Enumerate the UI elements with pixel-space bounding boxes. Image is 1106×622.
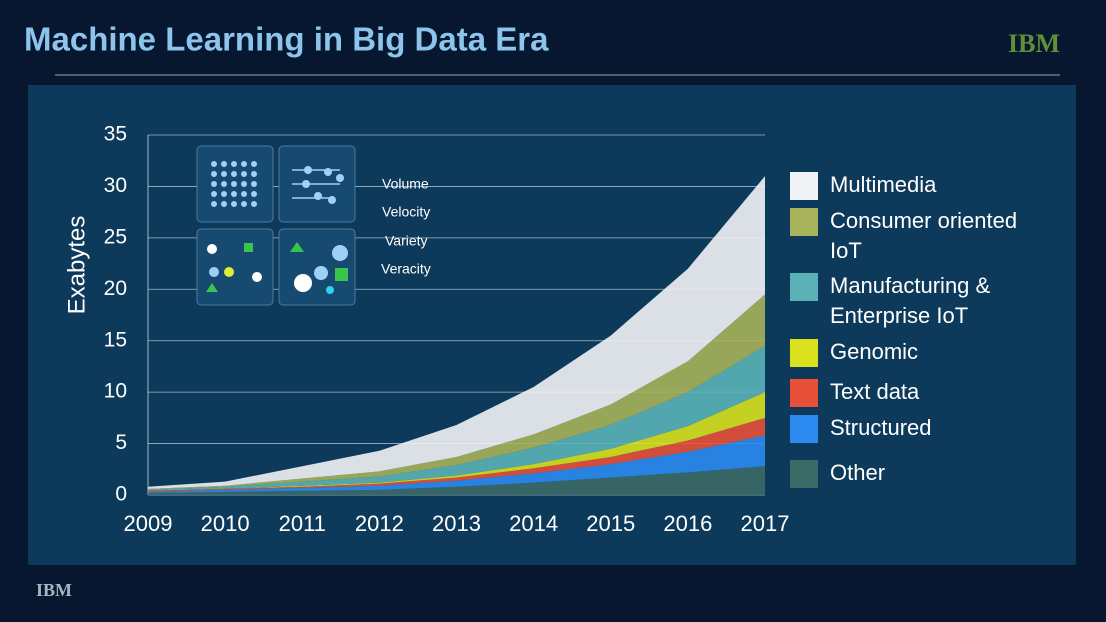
legend-label: Multimedia — [830, 172, 937, 197]
icon-dot — [231, 171, 237, 177]
icon-dot — [251, 171, 257, 177]
x-tick-label: 2014 — [509, 511, 558, 536]
slide-title: Machine Learning in Big Data Era — [24, 21, 549, 58]
y-tick-label: 30 — [104, 174, 127, 197]
icons — [196, 145, 356, 306]
x-tick-label: 2013 — [432, 511, 481, 536]
icon-lines — [292, 169, 340, 199]
y-tick-label: 35 — [104, 123, 127, 146]
y-axis-label: Exabytes — [63, 216, 90, 315]
legend-swatch — [790, 339, 818, 367]
y-tick-label: 10 — [104, 380, 127, 403]
icon-dot — [231, 181, 237, 187]
icon-label: Velocity — [382, 204, 430, 220]
icon-shape — [304, 166, 312, 174]
icon-dot — [241, 181, 247, 187]
x-tick-label: 2015 — [586, 511, 635, 536]
icon-dot — [251, 181, 257, 187]
icon-dot — [251, 161, 257, 167]
icon-label: Veracity — [381, 261, 431, 277]
icon-label: Volume — [382, 176, 429, 192]
icon-dot — [211, 181, 217, 187]
legend-swatch — [790, 208, 818, 236]
x-tick-label: 2012 — [355, 511, 404, 536]
icon-shape — [324, 168, 332, 176]
legend-label: Genomic — [830, 339, 919, 364]
icon-dot — [211, 191, 217, 197]
legend-swatch — [790, 460, 818, 488]
icon-shape — [314, 192, 322, 200]
icon-shape — [290, 242, 304, 252]
area — [148, 466, 765, 495]
icon-shape — [332, 245, 348, 261]
y-tick-label: 0 — [115, 483, 127, 506]
icon-dot — [211, 161, 217, 167]
icon-shape — [302, 180, 310, 188]
icon-shape — [328, 196, 336, 204]
icon-dot — [251, 191, 257, 197]
icon-shape — [336, 174, 344, 182]
y-tick-label: 20 — [104, 277, 127, 300]
icon-dot — [221, 191, 227, 197]
icon-shape — [206, 283, 218, 292]
legend-swatch — [790, 172, 818, 200]
icon-dot — [241, 201, 247, 207]
icon-shape — [326, 286, 334, 294]
icon-dot — [241, 171, 247, 177]
x-tick-label: 2009 — [124, 511, 173, 536]
icon-shape — [244, 243, 253, 252]
area — [148, 435, 765, 493]
legend-label: Text data — [830, 379, 920, 404]
icon-dot — [211, 201, 217, 207]
icon-dot — [231, 201, 237, 207]
legend-label: Other — [830, 460, 886, 485]
icon-dot — [221, 161, 227, 167]
area — [148, 294, 765, 490]
logo: IBM — [1008, 29, 1060, 58]
icon-dot — [211, 171, 217, 177]
area — [148, 345, 765, 491]
icon-dot — [241, 191, 247, 197]
icon-shape — [224, 267, 234, 277]
icon-label: Variety — [385, 233, 428, 249]
x-tick-label: 2011 — [279, 511, 326, 536]
icon-shape — [294, 274, 312, 292]
area — [148, 392, 765, 491]
icon — [278, 228, 356, 306]
legend-label: Consumer oriented IoT — [830, 208, 1018, 263]
icon-shape — [252, 272, 262, 282]
icon-dot — [241, 161, 247, 167]
area — [148, 176, 765, 489]
legend-swatch — [790, 273, 818, 301]
x-tick-label: 2017 — [741, 511, 790, 536]
logo: IBM — [36, 580, 72, 600]
icon-dot — [231, 161, 237, 167]
icon-shape — [314, 266, 328, 280]
y-tick-label: 25 — [104, 225, 127, 248]
y-tick-label: 15 — [104, 328, 127, 351]
icon-shape — [335, 268, 348, 281]
legend-swatch — [790, 379, 818, 407]
icon-dot — [231, 191, 237, 197]
x-tick-label: 2016 — [663, 511, 712, 536]
icon-dot — [221, 201, 227, 207]
icon-dot — [221, 171, 227, 177]
icon-dot — [251, 201, 257, 207]
legend-label: Manufacturing & Enterprise IoT — [830, 273, 991, 328]
icon-shape — [207, 244, 217, 254]
x-tick-label: 2010 — [201, 511, 250, 536]
legend-label: Structured — [830, 415, 932, 440]
icon — [196, 228, 274, 306]
area — [148, 417, 765, 492]
icon-dot — [221, 181, 227, 187]
y-tick-label: 5 — [115, 431, 127, 454]
icon-shape — [209, 267, 219, 277]
legend-swatch — [790, 415, 818, 443]
